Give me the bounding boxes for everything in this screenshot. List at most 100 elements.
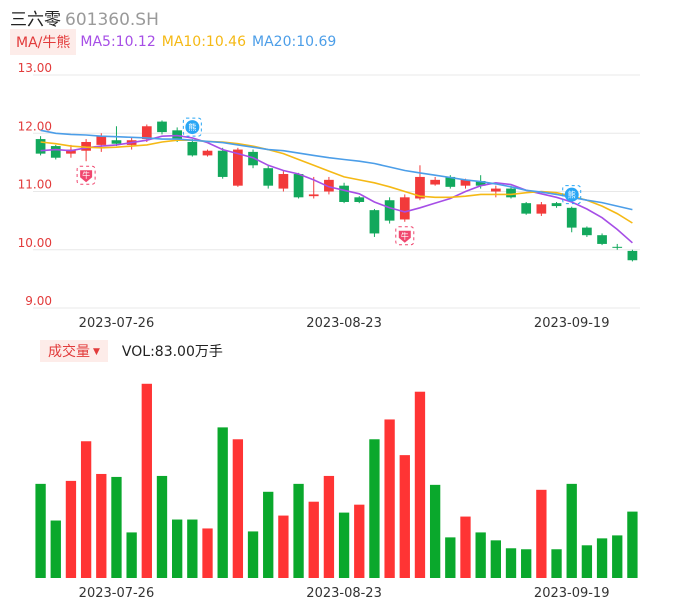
candle-body	[293, 174, 304, 198]
ma-line-ma10	[40, 139, 633, 224]
candle-body	[339, 185, 349, 202]
volume-bar	[521, 549, 532, 578]
volume-bar	[65, 480, 77, 578]
candle-body	[399, 197, 410, 220]
candle-body	[35, 139, 46, 154]
volume-bar	[505, 548, 517, 578]
candle-body	[278, 174, 289, 189]
candle-body	[308, 194, 319, 197]
volume-bar	[172, 519, 183, 578]
y-tick-label: 9.00	[25, 294, 52, 308]
candle-body	[157, 121, 167, 133]
candle-body	[263, 168, 274, 186]
candle-body	[384, 200, 395, 221]
y-tick-label: 10.00	[18, 236, 52, 250]
volume-bar	[278, 515, 289, 578]
ma-legend: MA/牛熊 MA5:10.12 MA10:10.46 MA20:10.69	[10, 29, 342, 55]
bull-marker-icon: 牛	[395, 226, 415, 246]
volume-bar	[126, 532, 137, 578]
x-tick-label: 2023-07-26	[79, 586, 155, 601]
volume-bar	[475, 532, 486, 578]
candle-body	[50, 146, 61, 158]
candle-body	[430, 179, 440, 185]
volume-bar	[80, 441, 92, 578]
volume-bar	[460, 516, 471, 578]
ma-toggle-button[interactable]: MA/牛熊	[10, 29, 77, 55]
volume-bar	[445, 537, 456, 578]
x-tick-label: 2023-07-26	[79, 316, 155, 331]
candle-body	[475, 181, 486, 186]
volume-bar	[384, 419, 395, 578]
candle-body	[551, 203, 562, 207]
volume-bar	[96, 473, 107, 578]
candle-body	[66, 149, 76, 154]
volume-bar	[247, 531, 259, 578]
marker-text: 熊	[568, 190, 576, 200]
candle-body	[187, 141, 198, 156]
volume-toggle-label: 成交量	[48, 344, 90, 360]
stock-name: 三六零	[10, 10, 61, 30]
marker-badge	[564, 187, 579, 202]
volume-bar	[141, 383, 152, 578]
volume-bar	[293, 483, 304, 578]
ma5-label: MA5:10.12	[80, 34, 156, 50]
y-tick-label: 11.00	[18, 178, 52, 192]
volume-bar	[581, 545, 593, 578]
bear-marker-icon: 熊	[562, 185, 582, 205]
ma-line-ma5	[40, 134, 633, 244]
volume-bar	[338, 512, 350, 578]
x-tick-label: 2023-08-23	[306, 316, 382, 331]
candle-body	[141, 126, 152, 140]
y-tick-label: 13.00	[18, 61, 52, 75]
ma10-label: MA10:10.46	[161, 34, 247, 50]
volume-bar	[354, 504, 365, 578]
marker-text: 牛	[82, 170, 90, 180]
marker-shield	[80, 170, 93, 183]
bear-marker-icon: 熊	[182, 117, 202, 137]
candle-body	[566, 207, 577, 228]
candle-body	[536, 204, 547, 214]
volume-bar	[490, 540, 501, 578]
volume-bar	[156, 475, 168, 578]
volume-bar	[50, 520, 61, 578]
volume-bar	[111, 476, 122, 578]
candle-body	[202, 150, 213, 156]
marker-text: 牛	[401, 231, 409, 241]
volume-bar	[217, 427, 228, 578]
y-tick-label: 12.00	[18, 119, 52, 133]
stock-title: 三六零 601360.SH	[10, 5, 159, 30]
volume-bar	[232, 439, 244, 578]
candle-body	[582, 227, 592, 236]
volume-bar	[551, 549, 562, 578]
candle-body	[324, 179, 334, 192]
marker-badge	[185, 120, 200, 135]
volume-bar	[596, 538, 608, 578]
marker-frame	[182, 117, 202, 137]
volume-bar	[35, 483, 46, 578]
volume-toggle-button[interactable]: 成交量 ▼	[40, 340, 108, 362]
candle-body	[415, 176, 425, 199]
marker-frame	[76, 165, 96, 185]
candle-body	[369, 210, 380, 234]
candle-body	[627, 250, 638, 261]
bull-marker-icon: 牛	[76, 165, 96, 185]
candle-body	[460, 179, 471, 186]
volume-bar	[323, 475, 335, 578]
volume-bar	[202, 528, 213, 578]
candle-body	[81, 141, 91, 151]
volume-bar	[429, 484, 441, 578]
candle-body	[233, 149, 243, 186]
candle-body	[445, 176, 456, 187]
candle-body	[612, 246, 623, 248]
volume-value: VOL:83.00万手	[121, 344, 223, 360]
candle-body	[597, 235, 607, 244]
candle-body	[354, 197, 365, 202]
volume-bar	[399, 455, 410, 578]
ma20-label: MA20:10.69	[252, 34, 337, 50]
stock-code: 601360.SH	[65, 10, 159, 30]
volume-bar	[536, 489, 547, 578]
marker-frame	[562, 185, 582, 205]
marker-text: 熊	[188, 122, 196, 132]
candle-body	[172, 130, 183, 140]
